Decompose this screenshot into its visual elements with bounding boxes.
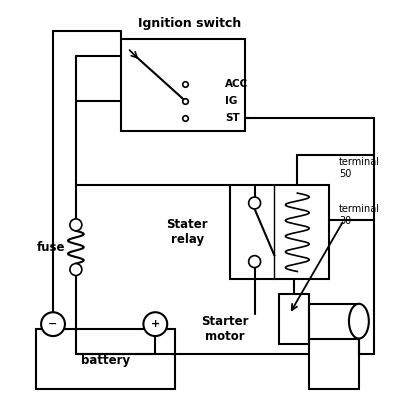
Text: +: +	[151, 319, 160, 329]
Text: ST: ST	[225, 113, 239, 123]
Ellipse shape	[349, 304, 369, 339]
Circle shape	[143, 312, 167, 336]
Circle shape	[249, 197, 261, 209]
Text: terminal
30: terminal 30	[339, 204, 380, 226]
Text: fuse: fuse	[37, 241, 65, 254]
Text: IG: IG	[225, 96, 237, 106]
Bar	[279, 294, 309, 344]
Circle shape	[70, 219, 82, 231]
Circle shape	[249, 256, 261, 267]
Bar	[230, 185, 329, 280]
Text: battery: battery	[81, 354, 130, 368]
Bar	[120, 39, 245, 131]
Text: −: −	[48, 319, 58, 329]
Text: Ignition switch: Ignition switch	[138, 17, 242, 30]
Bar	[36, 329, 175, 389]
Text: Starter
motor: Starter motor	[201, 315, 249, 343]
Circle shape	[41, 312, 65, 336]
Circle shape	[70, 264, 82, 276]
Text: Stater
relay: Stater relay	[166, 218, 208, 246]
Bar	[309, 304, 359, 339]
Text: ACC: ACC	[225, 79, 248, 89]
Text: terminal
50: terminal 50	[339, 158, 380, 179]
